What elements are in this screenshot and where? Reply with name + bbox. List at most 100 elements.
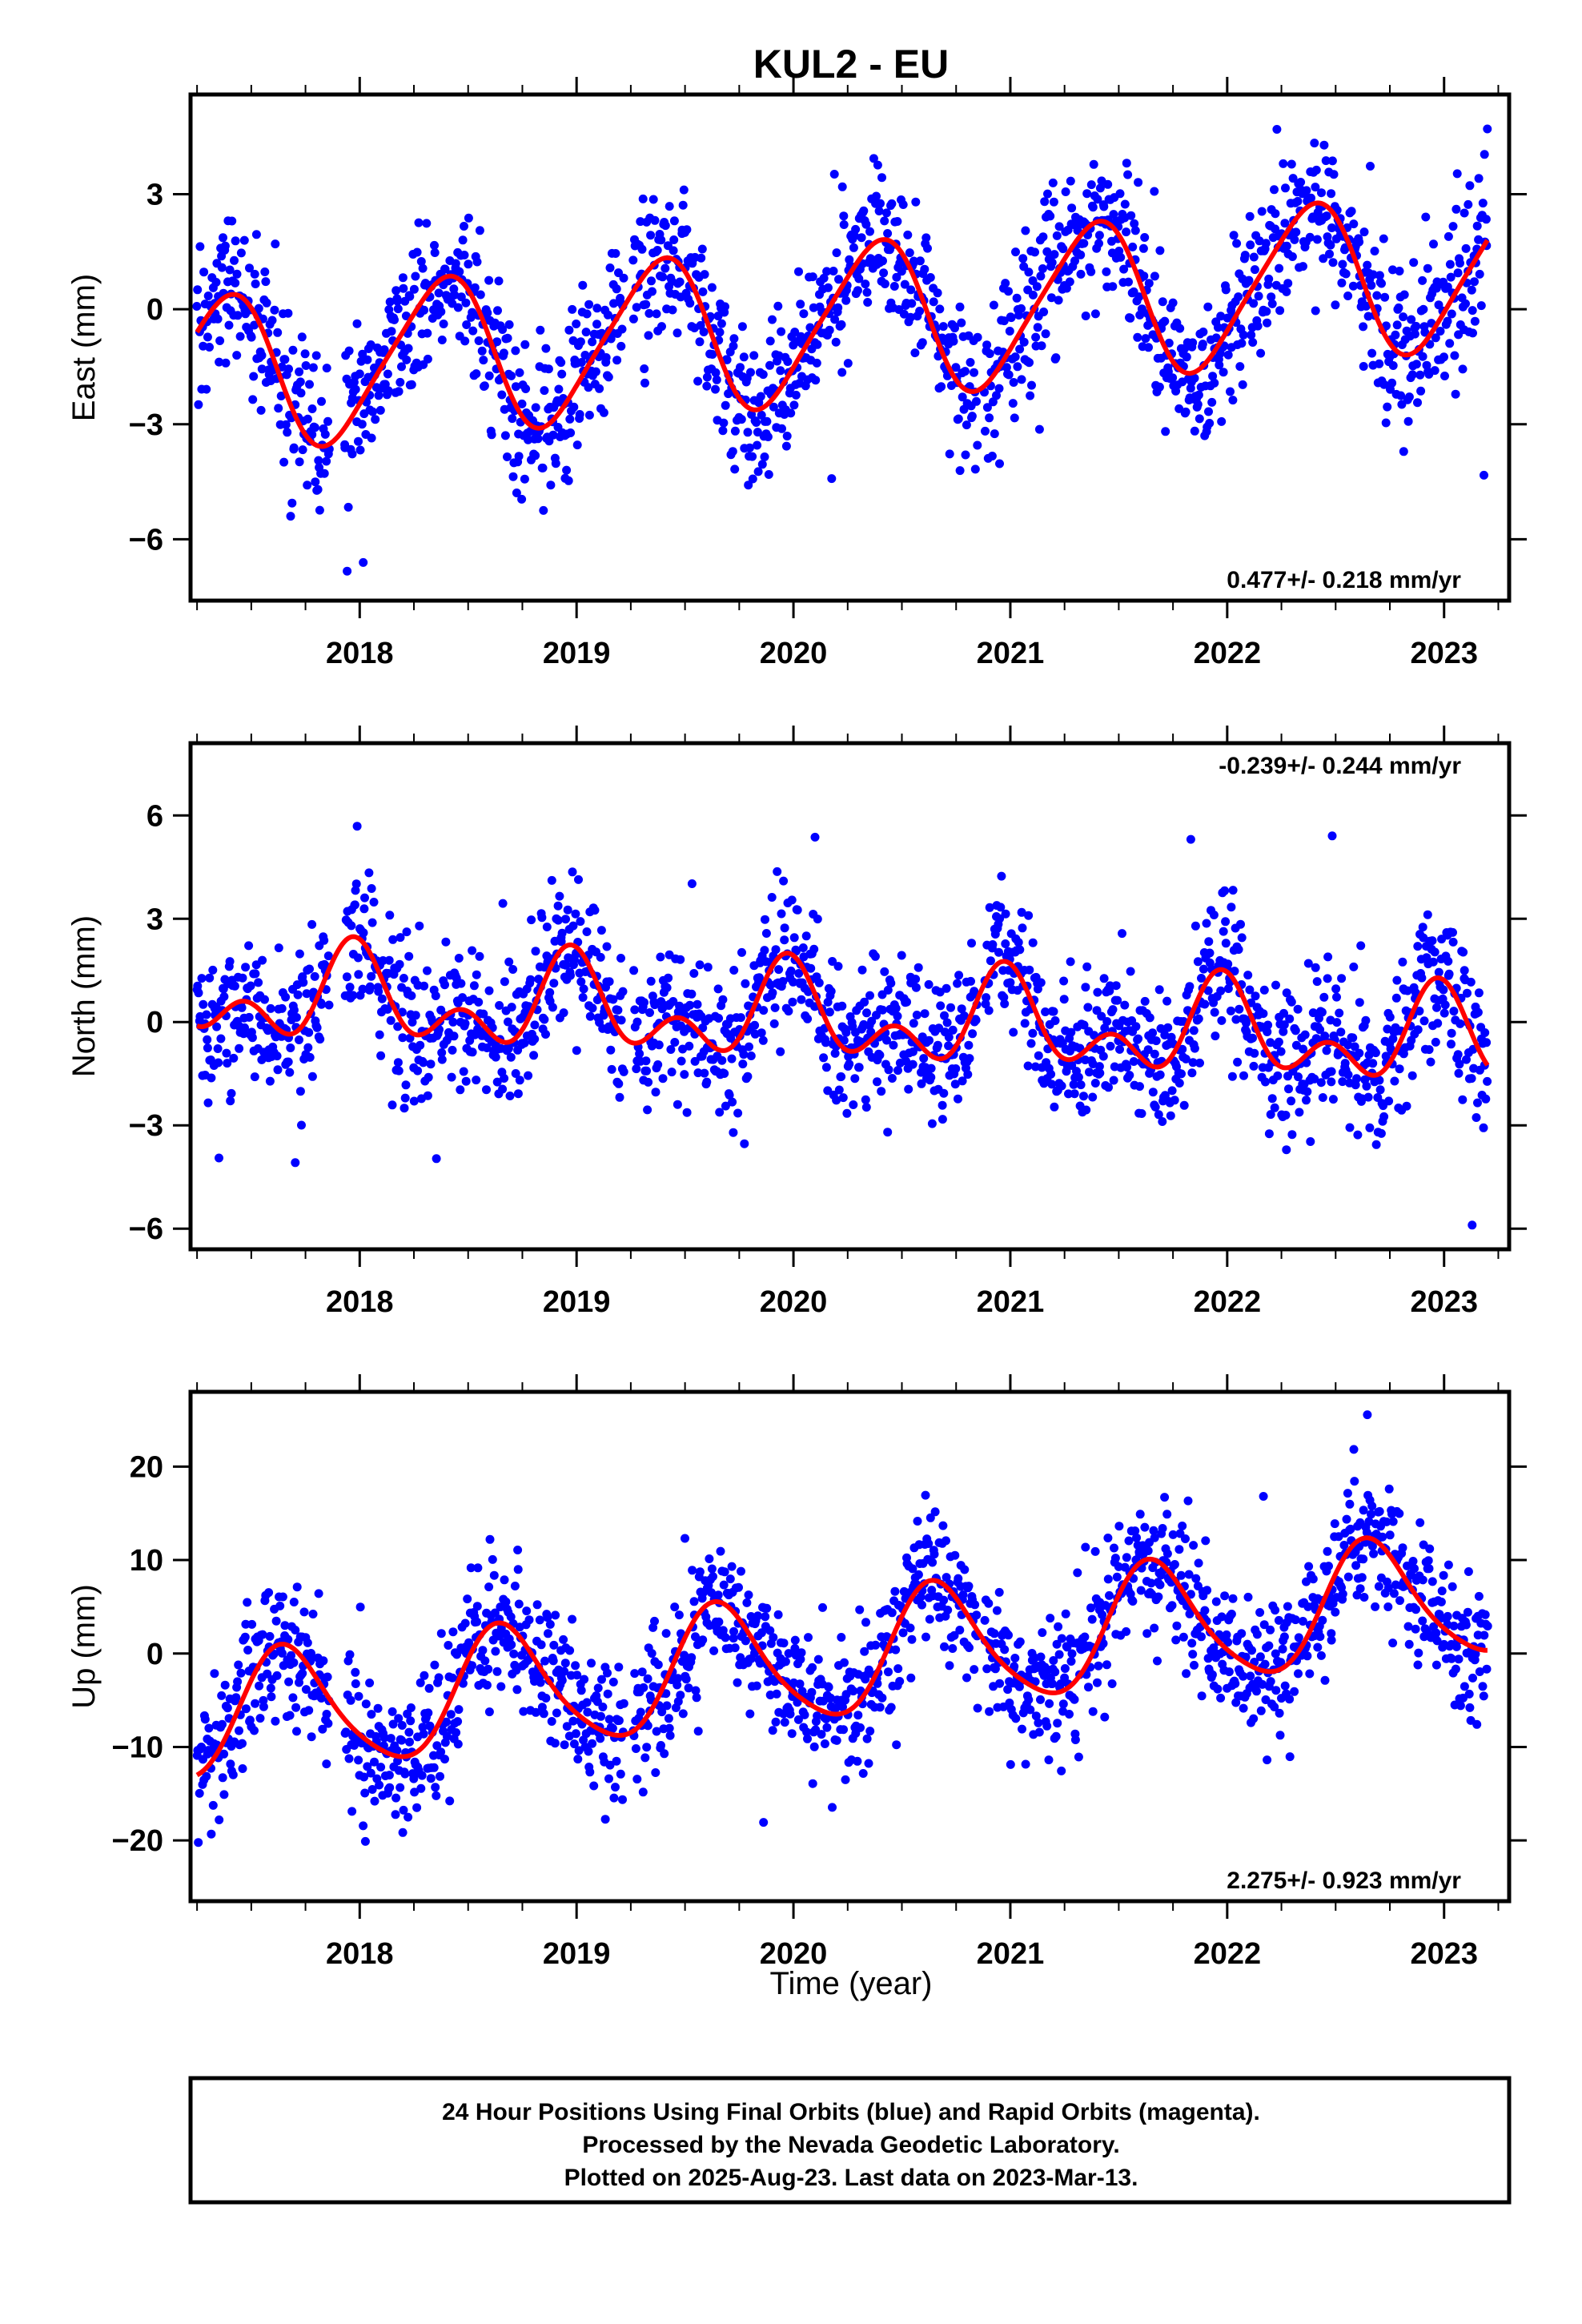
north-position-point [1154, 1110, 1163, 1120]
north-position-point [545, 987, 555, 997]
east-position-point [1282, 287, 1291, 296]
east-position-point [1235, 362, 1245, 372]
north-position-point [911, 975, 921, 984]
east-position-point [1042, 247, 1052, 256]
east-position-point [982, 340, 992, 350]
north-position-point [780, 935, 789, 945]
up-position-point [618, 1795, 627, 1804]
north-position-point [1085, 1068, 1094, 1077]
east-position-point [1144, 279, 1154, 288]
east-plot-area [192, 124, 1492, 576]
north-position-point [1210, 1007, 1219, 1017]
up-position-point [1054, 1622, 1063, 1631]
up-position-point [600, 1815, 610, 1824]
east-position-point [1158, 297, 1167, 307]
east-position-point [232, 351, 242, 360]
north-position-point [798, 943, 808, 952]
north-position-point [1209, 911, 1219, 919]
east-position-point [1228, 396, 1238, 405]
north-position-point [386, 1015, 396, 1025]
up-position-point [1197, 1691, 1207, 1701]
up-position-point [560, 1740, 569, 1750]
north-position-point [1287, 997, 1296, 1007]
east-position-point [236, 248, 246, 258]
east-position-point [906, 285, 916, 295]
east-position-point [749, 351, 759, 360]
east-position-point [915, 307, 925, 316]
east-position-point [572, 320, 581, 328]
east-position-point [679, 185, 689, 195]
east-position-point [261, 277, 271, 287]
north-position-point [1356, 941, 1366, 951]
up-position-point [1359, 1506, 1368, 1515]
up-position-point [359, 1821, 368, 1831]
east-position-point [1232, 239, 1242, 248]
east-position-point [829, 170, 839, 179]
east-position-point [765, 336, 775, 346]
up-position-point [397, 1735, 407, 1745]
north-position-point [920, 1009, 930, 1019]
east-position-point [450, 290, 460, 300]
east-position-point [911, 197, 921, 207]
up-position-point [514, 1599, 524, 1609]
east-x-tick-label: 2020 [760, 637, 828, 670]
east-position-point [1174, 404, 1184, 413]
up-position-point [1171, 1635, 1181, 1645]
north-position-point [419, 1058, 428, 1068]
east-position-point [1399, 290, 1409, 300]
north-position-point [1026, 1039, 1036, 1048]
up-position-point [862, 1734, 872, 1743]
east-position-point [1076, 269, 1086, 279]
east-position-point [831, 337, 841, 347]
north-position-point [1259, 985, 1269, 995]
north-position-point [1361, 1015, 1371, 1025]
east-position-point [1267, 292, 1276, 302]
east-position-point [1219, 368, 1228, 377]
up-position-point [1000, 1645, 1010, 1655]
east-position-point [497, 390, 507, 400]
east-position-point [839, 211, 849, 221]
up-position-point [1211, 1597, 1221, 1606]
up-position-point [928, 1558, 938, 1567]
up-position-point [1093, 1678, 1102, 1687]
north-position-point [527, 915, 536, 925]
north-position-point [1199, 964, 1208, 974]
east-position-point [1150, 271, 1159, 281]
north-position-point [1311, 1034, 1321, 1043]
up-position-point [510, 1582, 520, 1590]
north-position-point [384, 955, 394, 965]
up-position-point [573, 1755, 583, 1764]
north-position-point [720, 1069, 729, 1078]
up-position-point [1220, 1591, 1230, 1601]
east-position-point [1327, 223, 1336, 232]
east-position-point [1086, 180, 1096, 190]
north-position-point [1430, 947, 1439, 957]
east-position-point [430, 240, 439, 250]
north-position-point [1090, 1079, 1100, 1088]
east-position-point [715, 328, 725, 337]
east-position-point [765, 360, 774, 370]
north-position-point [761, 929, 771, 938]
north-position-point [727, 1054, 737, 1063]
north-position-point [400, 1093, 410, 1103]
east-position-point [604, 372, 613, 382]
north-position-point [1481, 1094, 1491, 1104]
up-position-point [656, 1741, 665, 1750]
north-position-point [1483, 1076, 1492, 1086]
east-position-point [661, 221, 670, 231]
east-position-point [281, 420, 291, 429]
east-position-point [1025, 358, 1034, 368]
up-position-point [1260, 1659, 1270, 1669]
up-position-point [984, 1598, 994, 1608]
up-position-point [818, 1602, 827, 1612]
east-position-point [1070, 256, 1079, 266]
up-position-point [430, 1660, 440, 1670]
north-position-point [194, 988, 203, 998]
north-position-point [291, 1158, 300, 1168]
east-position-point [638, 194, 648, 203]
east-position-point [708, 350, 717, 359]
east-position-point [1311, 165, 1321, 175]
north-position-point [1371, 1140, 1381, 1149]
up-position-point [921, 1632, 930, 1642]
east-position-point [1275, 263, 1284, 273]
